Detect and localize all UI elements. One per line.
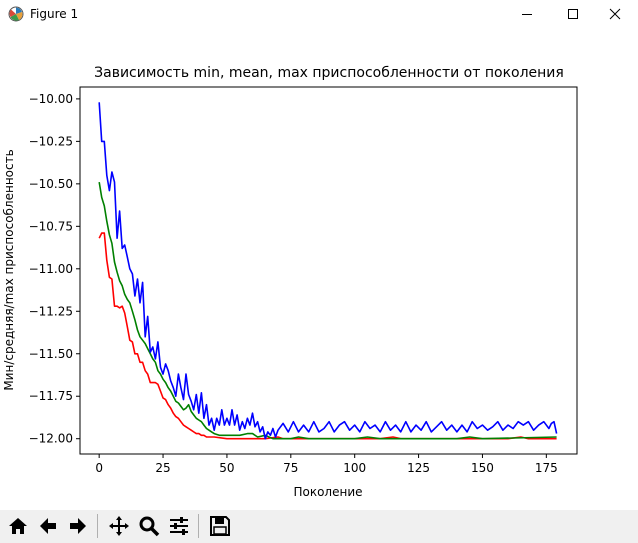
x-tick-label: 125: [407, 461, 430, 475]
minimize-icon: [522, 14, 532, 15]
series-line: [98, 232, 557, 440]
window-title: Figure 1: [30, 7, 79, 21]
y-tick-label: −12.00: [29, 432, 73, 446]
back-button[interactable]: [35, 513, 61, 539]
y-axis-label: Мин/средняя/max приспособленность: [2, 149, 16, 390]
save-icon: [210, 516, 230, 536]
series-line: [98, 181, 557, 440]
y-tick-label: −11.00: [29, 262, 73, 276]
y-tick-label: −10.50: [29, 177, 73, 191]
toolbar-separator: [97, 514, 98, 538]
home-button[interactable]: [5, 513, 31, 539]
zoom-button[interactable]: [136, 513, 162, 539]
y-tick-label: −10.25: [29, 134, 73, 148]
window-titlebar: Figure 1: [0, 0, 638, 28]
line-chart: Зависимость min, mean, max приспособленн…: [2, 65, 578, 499]
pan-button[interactable]: [106, 513, 132, 539]
toolbar-separator: [198, 514, 199, 538]
y-axis-ticks: −10.00 −10.25 −10.50 −10.75 −11.00 −11.25 −11.…: [29, 92, 80, 446]
minimize-button[interactable]: [504, 0, 550, 28]
close-icon: [609, 8, 621, 20]
configure-subplots-button[interactable]: [166, 513, 192, 539]
close-button[interactable]: [592, 0, 638, 28]
matplotlib-icon: [8, 6, 24, 22]
back-icon: [40, 518, 56, 534]
x-tick-label: 25: [155, 461, 170, 475]
forward-button[interactable]: [65, 513, 91, 539]
y-tick-label: −10.00: [29, 92, 73, 106]
x-tick-label: 50: [219, 461, 234, 475]
maximize-button[interactable]: [550, 0, 596, 28]
navigation-toolbar: [0, 510, 638, 543]
y-tick-label: −11.50: [29, 347, 73, 361]
save-button[interactable]: [207, 513, 233, 539]
x-axis-label: Поколение: [293, 485, 362, 499]
series-line: [98, 102, 558, 440]
figure-canvas[interactable]: Зависимость min, mean, max приспособленн…: [0, 28, 638, 510]
zoom-icon: [139, 516, 160, 537]
configure-subplots-icon: [170, 517, 188, 535]
x-tick-label: 175: [535, 461, 558, 475]
chart-title: Зависимость min, mean, max приспособленн…: [94, 65, 564, 81]
pan-icon: [109, 516, 129, 536]
maximize-icon: [568, 9, 578, 19]
home-icon: [9, 518, 27, 534]
y-tick-label: −11.25: [29, 304, 73, 318]
series-layer: [98, 102, 558, 440]
y-tick-label: −11.75: [29, 389, 73, 403]
x-tick-label: 75: [283, 461, 298, 475]
x-tick-label: 0: [95, 461, 103, 475]
x-axis-ticks: 0 25 50 75 100 125 150 175: [95, 454, 558, 475]
plot-area: [79, 86, 578, 455]
forward-icon: [70, 518, 86, 534]
x-tick-label: 150: [471, 461, 494, 475]
x-tick-label: 100: [343, 461, 366, 475]
y-tick-label: −10.75: [29, 219, 73, 233]
